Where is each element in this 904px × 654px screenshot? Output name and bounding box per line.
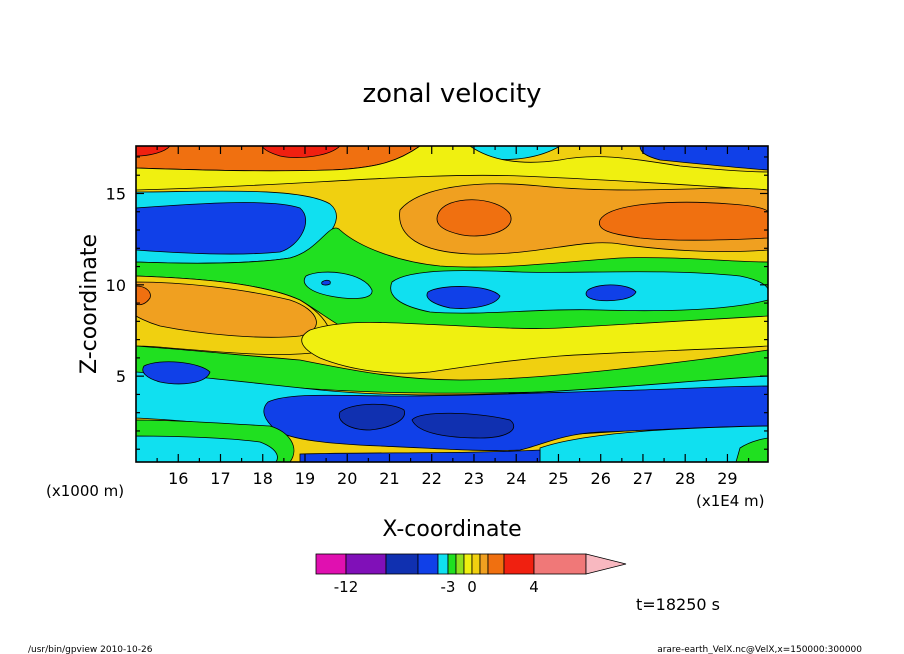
colorbar-extension — [585, 553, 627, 575]
colorbar-swatch — [487, 553, 505, 575]
contour-small-cyan-left — [304, 271, 373, 299]
x-tick-label: 17 — [210, 469, 230, 488]
colorbar-label: -3 — [441, 578, 456, 596]
colorbar-swatch — [503, 553, 535, 575]
y-unit-label: (x1000 m) — [46, 482, 124, 500]
colorbar-swatch — [437, 553, 449, 575]
colorbar-swatch — [479, 553, 489, 575]
x-tick-label: 26 — [591, 469, 611, 488]
contour-mid-blue-right — [585, 284, 637, 302]
contour-midleft-orange — [136, 281, 317, 338]
colorbar-swatch — [533, 553, 587, 575]
y-tick-labels: 5 10 15 — [106, 184, 126, 386]
colorbar-label: 0 — [467, 578, 477, 596]
contour-upper-left-blue — [136, 202, 306, 255]
plot-frame — [135, 145, 769, 463]
x-tick-label: 25 — [548, 469, 568, 488]
x-tick-label: 28 — [675, 469, 695, 488]
colorbar-swatch — [463, 553, 473, 575]
contour-central-yellow — [301, 315, 768, 374]
colorbar-swatch — [447, 553, 457, 575]
colorbar-swatch — [455, 553, 465, 575]
colorbar — [315, 553, 627, 575]
contour-jet-core-left — [436, 199, 512, 237]
colorbar-swatch — [417, 553, 439, 575]
contour-bottom-strip — [299, 449, 541, 462]
x-tick-label: 18 — [253, 469, 273, 488]
x-axis-label: X-coordinate — [382, 517, 521, 542]
contour-midleft-core — [136, 285, 151, 306]
chart-title: zonal velocity — [362, 79, 541, 109]
contour-jet-core-right — [598, 201, 768, 241]
x-tick-label: 16 — [168, 469, 188, 488]
colorbar-swatch — [345, 553, 387, 575]
x-tick-label: 27 — [633, 469, 653, 488]
y-tick-label: 10 — [106, 276, 126, 295]
contour-dot-blue — [321, 279, 331, 286]
x-tick-label: 24 — [506, 469, 526, 488]
x-tick-label: 22 — [422, 469, 442, 488]
x-unit-label: (x1E4 m) — [696, 492, 765, 510]
colorbar-labels: -12 -3 0 4 — [334, 578, 539, 596]
colorbar-swatch — [471, 553, 481, 575]
contour-mid-blue-left — [426, 286, 501, 309]
x-tick-label: 21 — [379, 469, 399, 488]
contour-lower-left-blue — [142, 361, 211, 385]
footer-left: /usr/bin/gpview 2010-10-26 — [28, 645, 153, 654]
colorbar-swatch — [315, 553, 347, 575]
contour-bottom-blue — [263, 385, 768, 451]
time-annotation: t=18250 s — [636, 595, 720, 614]
x-tick-labels: 16 17 18 19 20 21 22 23 24 25 26 27 28 29 — [168, 469, 738, 488]
colorbar-label: 4 — [529, 578, 539, 596]
contour-bottom-core-right — [411, 412, 515, 439]
contour-field — [136, 146, 768, 462]
x-tick-label: 23 — [464, 469, 484, 488]
x-tick-label: 19 — [295, 469, 315, 488]
colorbar-label: -12 — [334, 578, 359, 596]
y-tick-label: 15 — [106, 184, 126, 203]
x-tick-label: 20 — [337, 469, 357, 488]
colorbar-swatch — [385, 553, 419, 575]
y-axis-label: Z-coordinate — [77, 234, 102, 374]
footer-right: arare-earth_VelX.nc@VelX,x=150000:300000 — [657, 645, 862, 654]
x-tick-label: 29 — [717, 469, 737, 488]
contour-bottom-core-left — [338, 403, 405, 431]
contour-lower-green — [136, 345, 768, 394]
axis-ticks — [136, 146, 768, 462]
y-tick-label: 5 — [116, 367, 126, 386]
contour-bottom-left-cyan — [136, 435, 278, 462]
contour-bottom-right-green — [735, 437, 768, 462]
contour-top-yellow-band — [136, 146, 768, 191]
